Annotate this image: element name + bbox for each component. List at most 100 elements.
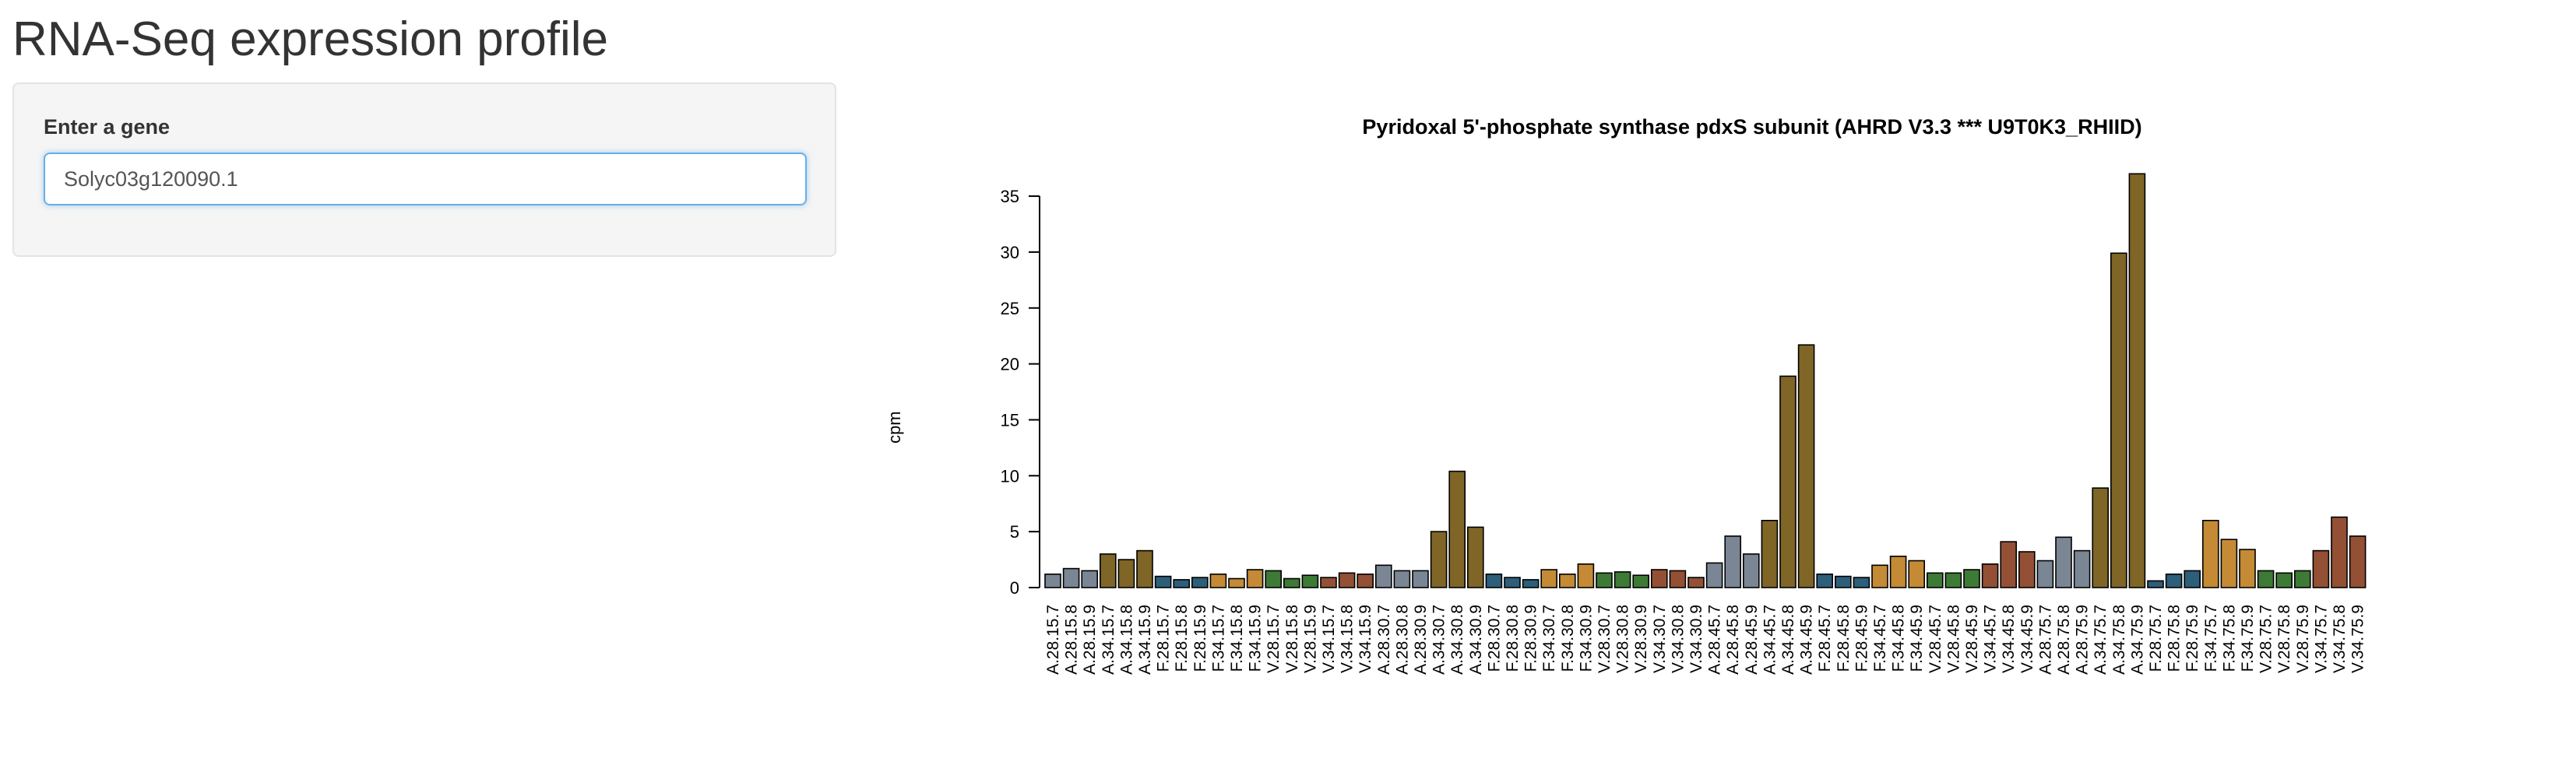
bar-A-28-45-8 xyxy=(1724,535,1741,588)
x-tick-label: V.28.45.7 xyxy=(1927,605,1944,673)
bar-A-28-15-7 xyxy=(1044,573,1061,588)
x-tick-label: A.34.30.9 xyxy=(1467,605,1485,675)
x-tick-label: A.34.30.8 xyxy=(1448,605,1466,675)
bar-A-28-15-8 xyxy=(1062,567,1080,588)
x-tick-label: V.34.15.7 xyxy=(1320,605,1338,673)
bar-V-34-45-8 xyxy=(2000,541,2017,588)
bar-V-34-45-9 xyxy=(2018,551,2036,588)
bar-V-28-15-8 xyxy=(1283,577,1300,588)
x-tick-label: A.28.45.8 xyxy=(1724,605,1742,675)
x-tick-label: F.28.15.7 xyxy=(1155,605,1173,672)
bar-V-28-75-7 xyxy=(2257,570,2275,588)
bar-A-28-30-7 xyxy=(1374,564,1392,588)
bar-A-28-30-8 xyxy=(1393,570,1411,588)
x-tick-label: F.28.75.8 xyxy=(2166,605,2184,672)
x-tick-label: F.28.30.8 xyxy=(1504,605,1522,672)
bar-A-34-15-9 xyxy=(1136,549,1153,588)
bar-A-34-15-7 xyxy=(1099,553,1117,588)
x-tick-label: V.34.30.8 xyxy=(1669,605,1687,673)
chart-title: Pyridoxal 5'-phosphate synthase pdxS sub… xyxy=(1362,115,2141,139)
bar-F-28-75-7 xyxy=(2147,580,2164,588)
x-tick-label: A.28.30.7 xyxy=(1375,605,1393,675)
bar-A-34-45-9 xyxy=(1797,344,1815,588)
bar-V-28-15-7 xyxy=(1265,570,1283,588)
x-tick-label: A.28.15.7 xyxy=(1044,605,1062,675)
bar-A-34-30-7 xyxy=(1430,531,1448,588)
x-tick-label: V.34.45.7 xyxy=(1982,605,2000,673)
bar-A-28-45-7 xyxy=(1705,562,1723,588)
bar-F-28-30-8 xyxy=(1504,577,1521,588)
bar-A-28-30-9 xyxy=(1412,570,1429,588)
x-tick-label: A.28.45.7 xyxy=(1706,605,1724,675)
x-tick-label: A.34.75.8 xyxy=(2110,605,2128,675)
gene-input[interactable] xyxy=(44,153,807,205)
x-tick-label: F.28.45.9 xyxy=(1853,605,1870,672)
bar-V-28-45-9 xyxy=(1963,569,1980,588)
y-tick-label: 25 xyxy=(1001,299,1019,318)
x-tick-labels: A.28.15.7 A.28.15.8 A.28.15.9 A.34.15.7 A.34… xyxy=(1044,605,2367,675)
y-axis-label: cpm xyxy=(885,411,904,444)
x-tick-label: A.28.75.8 xyxy=(2055,605,2073,675)
x-tick-label: V.28.15.8 xyxy=(1283,605,1301,673)
x-tick-label: A.34.15.7 xyxy=(1100,605,1117,675)
x-tick-label: V.34.45.8 xyxy=(2000,605,2018,673)
bar-F-34-75-7 xyxy=(2202,519,2219,588)
y-tick-label: 0 xyxy=(1010,578,1019,598)
x-tick-label: F.34.75.8 xyxy=(2220,605,2238,672)
x-tick-label: F.34.45.9 xyxy=(1908,605,1926,672)
bar-V-34-15-9 xyxy=(1357,573,1374,588)
x-tick-label: F.34.30.7 xyxy=(1540,605,1558,672)
bar-V-34-15-7 xyxy=(1320,577,1337,588)
bar-A-28-75-8 xyxy=(2055,536,2072,588)
x-tick-label: F.28.15.8 xyxy=(1173,605,1191,672)
bar-A-28-15-9 xyxy=(1081,570,1099,588)
x-tick-label: V.34.15.9 xyxy=(1357,605,1374,673)
x-tick-label: V.28.75.9 xyxy=(2294,605,2312,673)
x-tick-label: V.28.45.9 xyxy=(1963,605,1981,673)
bar-F-34-45-9 xyxy=(1908,560,1925,588)
bar-F-28-30-9 xyxy=(1522,579,1540,588)
x-tick-label: V.34.45.9 xyxy=(2018,605,2036,673)
x-tick-label: A.28.45.9 xyxy=(1743,605,1761,675)
bar-V-28-75-8 xyxy=(2275,572,2293,588)
expression-bar-chart: Pyridoxal 5'-phosphate synthase pdxS sub… xyxy=(885,115,2367,675)
bar-V-28-15-9 xyxy=(1301,574,1319,588)
x-tick-label: V.28.15.9 xyxy=(1301,605,1319,673)
x-tick-label: F.28.30.7 xyxy=(1485,605,1503,672)
x-tick-label: A.34.75.7 xyxy=(2092,605,2110,675)
bar-V-34-30-8 xyxy=(1669,570,1687,588)
y-tick-label: 5 xyxy=(1010,522,1019,542)
bar-A-28-75-7 xyxy=(2036,560,2054,588)
x-tick-label: F.28.30.9 xyxy=(1522,605,1540,672)
y-tick-label: 35 xyxy=(1001,187,1019,206)
bar-V-34-45-7 xyxy=(1981,563,1999,588)
bar-A-28-45-9 xyxy=(1743,553,1760,588)
x-tick-label: A.28.75.9 xyxy=(2074,605,2092,675)
x-tick-label: A.34.30.7 xyxy=(1431,605,1448,675)
bar-F-34-75-9 xyxy=(2239,549,2256,588)
x-tick-label: V.28.15.7 xyxy=(1265,605,1283,673)
x-tick-label: F.28.75.7 xyxy=(2147,605,2165,672)
x-tick-label: V.28.30.7 xyxy=(1596,605,1614,673)
x-tick-label: V.34.75.8 xyxy=(2331,605,2349,673)
gene-input-panel: Enter a gene xyxy=(12,82,836,257)
bar-F-34-75-8 xyxy=(2220,539,2238,588)
y-axis: 0 5 10 15 20 25 30 35 xyxy=(1001,187,1040,598)
y-tick-label: 15 xyxy=(1001,410,1019,430)
bar-A-34-15-8 xyxy=(1117,559,1135,588)
bar-F-34-30-8 xyxy=(1558,573,1576,588)
x-tick-label: A.34.15.8 xyxy=(1117,605,1135,675)
page-title: RNA-Seq expression profile xyxy=(12,12,609,66)
x-tick-label: A.28.75.7 xyxy=(2036,605,2054,675)
bar-A-28-75-9 xyxy=(2073,549,2091,588)
bar-V-34-30-7 xyxy=(1650,569,1668,588)
bar-F-28-15-8 xyxy=(1173,579,1191,588)
bar-F-34-15-9 xyxy=(1246,569,1264,588)
bar-F-28-45-7 xyxy=(1816,573,1833,588)
x-tick-label: A.28.15.8 xyxy=(1063,605,1081,675)
x-tick-label: F.34.30.8 xyxy=(1559,605,1577,672)
bar-F-28-75-8 xyxy=(2165,573,2183,588)
bar-V-28-30-8 xyxy=(1614,571,1631,588)
bar-F-28-45-8 xyxy=(1835,575,1852,588)
bar-A-34-45-8 xyxy=(1779,375,1797,588)
